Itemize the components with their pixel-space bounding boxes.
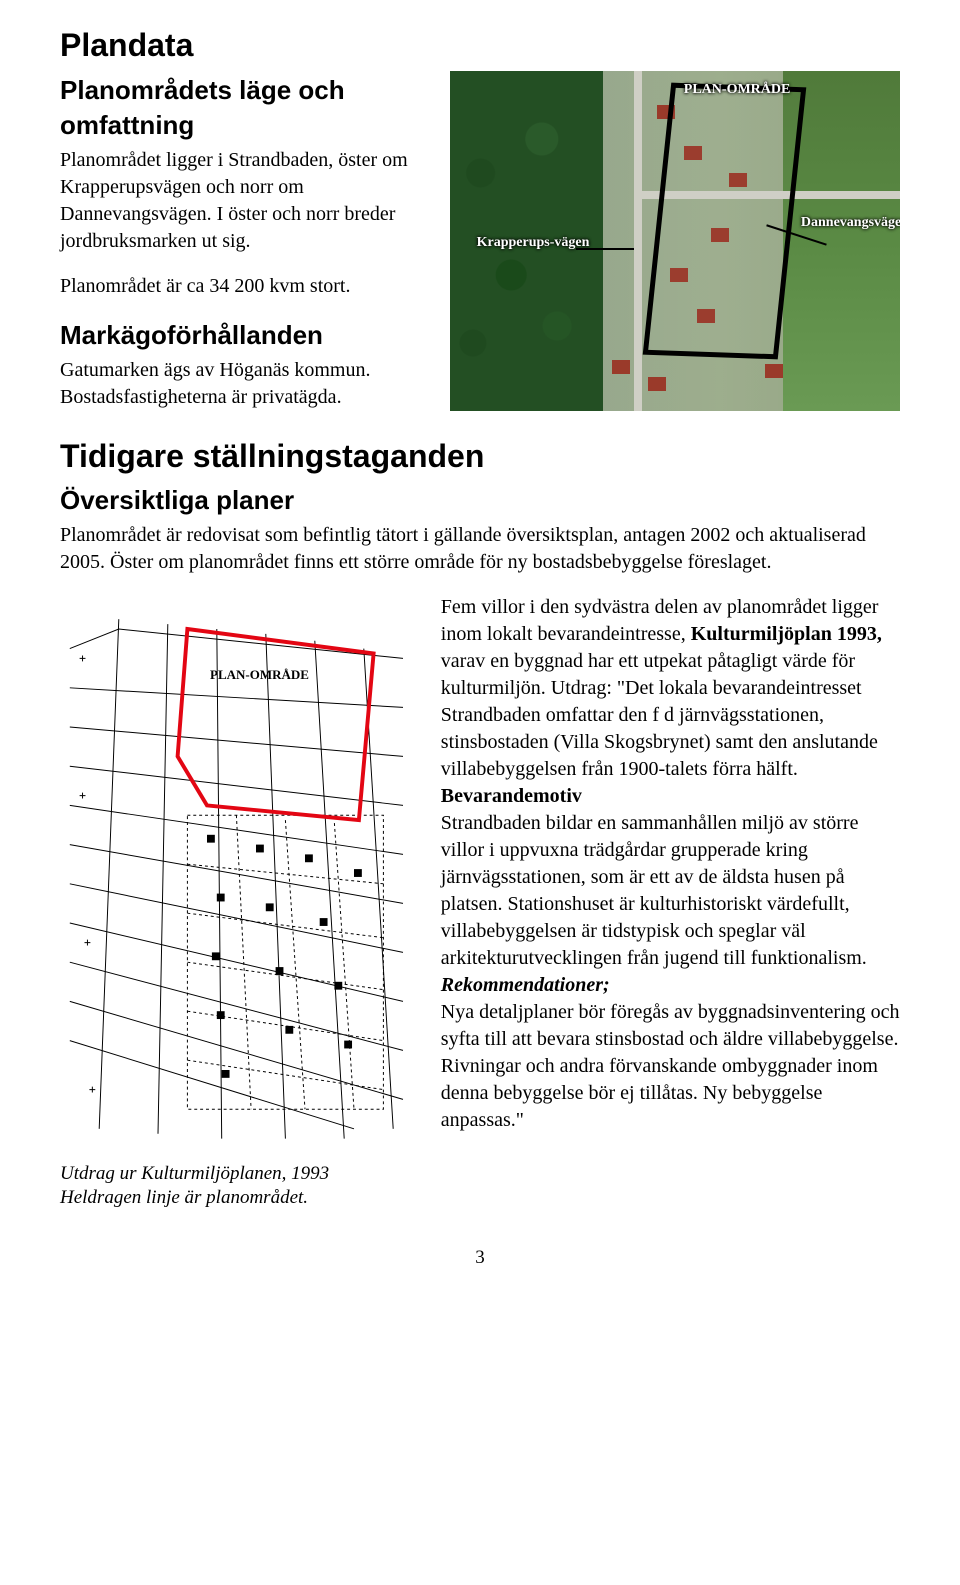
plan-map-label: PLAN-OMRÅDE xyxy=(210,666,309,684)
aerial-label-planomrade: PLAN-OMRÅDE xyxy=(684,81,791,100)
plan-map: PLAN-OMRÅDE xyxy=(60,594,413,1154)
para-mark: Gatumarken ägs av Höganäs kommun. Bostad… xyxy=(60,357,430,411)
aerial-label-dannevangs: Dannevangsvägen xyxy=(801,214,900,233)
top-left-column: Planområdets läge och omfattning Planomr… xyxy=(60,71,430,415)
para-oversiktliga: Planområdet är redovisat som befintlig t… xyxy=(60,522,900,576)
top-section: Planområdets läge och omfattning Planomr… xyxy=(60,71,900,415)
right-heading-rekom: Rekommendationer; xyxy=(441,972,900,999)
right-para1: Fem villor i den sydvästra delen av plan… xyxy=(441,594,900,783)
caption-line1: Utdrag ur Kulturmiljöplanen, 1993 xyxy=(60,1163,329,1184)
aerial-house xyxy=(648,377,666,391)
aerial-label-krapperups: Krapperups-vägen xyxy=(477,234,590,253)
bottom-section: PLAN-OMRÅDE Utdrag ur Kulturmiljöplanen,… xyxy=(60,594,900,1210)
right-para2: Strandbaden bildar en sammanhållen miljö… xyxy=(441,810,900,972)
rekom-label: Rekommendationer; xyxy=(441,974,610,996)
section-title-tidigare: Tidigare ställningstaganden xyxy=(60,435,900,478)
right-para3: Nya detaljplaner bör föregås av byggnads… xyxy=(441,999,900,1134)
caption-line2: Heldragen linje är planområdet. xyxy=(60,1187,308,1208)
para-area: Planområdet är ca 34 200 kvm stort. xyxy=(60,273,430,300)
bevarande-label: Bevarandemotiv xyxy=(441,785,582,807)
subtitle-lage: Planområdets läge och omfattning xyxy=(60,73,430,143)
aerial-house xyxy=(612,360,630,374)
bottom-left-column: PLAN-OMRÅDE Utdrag ur Kulturmiljöplanen,… xyxy=(60,594,413,1210)
aerial-plan-polygon xyxy=(642,82,806,359)
right-para1-b: varav en byggnad har ett utpekat påtagli… xyxy=(441,650,878,780)
aerial-map: PLAN-OMRÅDE Krapperups-vägen Dannevangsv… xyxy=(450,71,900,411)
section-title-plandata: Plandata xyxy=(60,24,900,67)
aerial-road-vertical xyxy=(634,71,642,411)
plan-map-caption: Utdrag ur Kulturmiljöplanen, 1993 Heldra… xyxy=(60,1162,413,1210)
plan-map-red-outline xyxy=(178,629,374,820)
page-number: 3 xyxy=(60,1245,900,1271)
para-lage: Planområdet ligger i Strandbaden, öster … xyxy=(60,147,430,255)
right-heading-bevarande: Bevarandemotiv xyxy=(441,783,900,810)
right-para1-bold: Kulturmiljöplan 1993, xyxy=(691,623,882,645)
aerial-house xyxy=(765,364,783,378)
subtitle-oversiktliga: Översiktliga planer xyxy=(60,483,900,518)
aerial-callout-line xyxy=(576,248,635,250)
aerial-map-container: PLAN-OMRÅDE Krapperups-vägen Dannevangsv… xyxy=(450,71,900,415)
subtitle-mark: Markägoförhållanden xyxy=(60,318,430,353)
bottom-right-column: Fem villor i den sydvästra delen av plan… xyxy=(441,594,900,1210)
